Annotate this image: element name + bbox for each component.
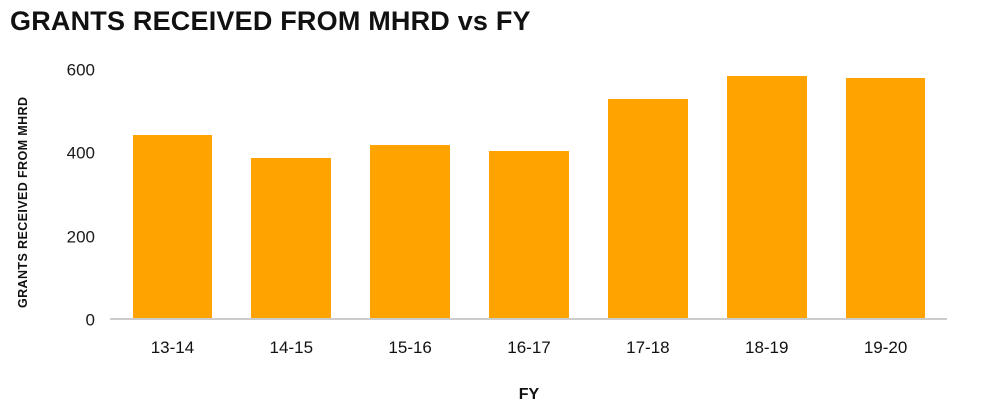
bar: [726, 76, 807, 320]
bar: [489, 151, 569, 320]
bar-slot: 18-19: [707, 70, 826, 356]
x-tick-label: 14-15: [269, 338, 314, 357]
bar-slot: 13-14: [113, 70, 232, 356]
bar: [251, 157, 332, 320]
bars-container: 13-14 14-15 15-16 16-17 17-18 18-19 19-20: [113, 70, 945, 356]
x-tick-label: 13-14: [150, 338, 195, 357]
bar-slot: 14-15: [232, 70, 351, 356]
y-tick-label: 600: [66, 60, 95, 80]
bar: [608, 99, 688, 320]
bar: [370, 145, 450, 320]
bar-slot: 15-16: [351, 70, 470, 356]
y-tick-label: 200: [66, 227, 95, 247]
y-tick-label: 400: [66, 143, 95, 163]
y-axis-title: GRANTS RECEIVED FROM MHRD: [16, 96, 30, 309]
bar-slot: 17-18: [588, 70, 707, 356]
bar: [132, 134, 213, 320]
x-tick-label: 15-16: [388, 338, 432, 357]
y-tick-label: 0: [85, 310, 95, 330]
x-tick-label: 19-20: [863, 338, 908, 357]
plot-area: 0 200 400 600 13-14 14-15 15-16 16-17 17-18 18-1…: [67, 62, 947, 356]
x-tick-label: 17-18: [626, 338, 670, 357]
x-axis-title: FY: [518, 386, 540, 403]
bar: [845, 78, 926, 320]
x-tick-label: 18-19: [744, 338, 789, 357]
chart-title: GRANTS RECEIVED FROM MHRD vs FY: [10, 6, 531, 36]
x-axis-line: [110, 318, 947, 320]
bar-slot: 19-20: [826, 70, 945, 356]
bar-slot: 16-17: [470, 70, 589, 356]
x-tick-label: 16-17: [507, 338, 551, 357]
